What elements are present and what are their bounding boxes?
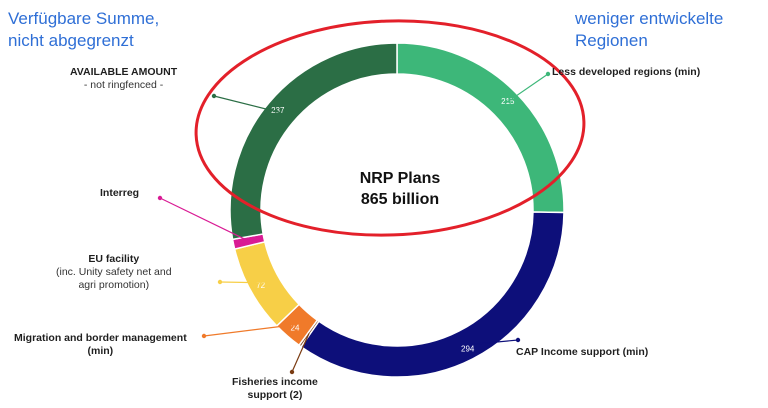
leader-line-5 bbox=[159, 197, 249, 242]
leader-dot-4 bbox=[217, 279, 223, 285]
leader-line-0 bbox=[504, 73, 549, 105]
slice-value-label-4: 72 bbox=[256, 281, 265, 290]
slice-value-label-6: 237 bbox=[271, 106, 285, 115]
leader-line-2 bbox=[291, 333, 310, 373]
highlight-ellipse bbox=[194, 19, 586, 237]
annotation-top-left: Verfügbare Summe, nicht abgegrenzt bbox=[8, 8, 159, 52]
label-eu-facility: EU facility (inc. Unity safety net and a… bbox=[56, 253, 172, 292]
leader-line-3 bbox=[203, 323, 298, 337]
leader-dot-3 bbox=[201, 333, 207, 339]
label-cap: CAP Income support (min) bbox=[516, 346, 648, 359]
annotation-top-right: weniger entwickelte Regionen bbox=[575, 8, 723, 52]
label-available-line1: AVAILABLE AMOUNT bbox=[70, 66, 178, 78]
leader-line-4 bbox=[219, 281, 265, 284]
slice-value-label-3: 24 bbox=[291, 323, 300, 332]
leader-line-6 bbox=[213, 95, 281, 114]
label-interreg: Interreg bbox=[100, 187, 139, 200]
label-fisheries: Fisheries income support (2) bbox=[232, 376, 318, 402]
leader-dot-1 bbox=[515, 337, 521, 343]
label-less-developed-line1: Less developed regions (min) bbox=[552, 66, 701, 78]
donut-slice-4 bbox=[233, 240, 301, 327]
label-available-line2: - not ringfenced - bbox=[83, 79, 164, 91]
label-fisheries-line1: Fisheries income bbox=[232, 376, 318, 388]
label-migration-line1: Migration and border management bbox=[14, 332, 187, 344]
annotation-top-left-line1: Verfügbare Summe, bbox=[8, 9, 160, 28]
donut-slice-6 bbox=[229, 42, 398, 241]
leader-dot-0 bbox=[545, 71, 551, 77]
label-migration-line2: (min) bbox=[87, 345, 114, 357]
leader-dot-6 bbox=[211, 93, 217, 99]
center-title-line1: NRP Plans bbox=[359, 170, 441, 187]
center-title: NRP Plans 865 billion bbox=[300, 168, 500, 210]
annotation-top-right-line1: weniger entwickelte bbox=[575, 9, 724, 28]
label-available-amount: AVAILABLE AMOUNT - not ringfenced - bbox=[70, 66, 177, 92]
label-migration: Migration and border management (min) bbox=[14, 332, 187, 358]
annotation-top-right-line2: Regionen bbox=[575, 31, 648, 50]
label-interreg-line1: Interreg bbox=[100, 187, 140, 199]
label-fisheries-line2: support (2) bbox=[247, 389, 303, 401]
annotation-top-left-line2: nicht abgegrenzt bbox=[8, 31, 134, 50]
leader-line-1 bbox=[465, 339, 519, 346]
slice-value-label-1: 294 bbox=[461, 344, 475, 353]
label-eu-facility-line3: agri promotion) bbox=[78, 279, 150, 291]
leader-dot-2 bbox=[289, 369, 295, 375]
label-eu-facility-line2: (inc. Unity safety net and bbox=[56, 266, 172, 278]
label-cap-line1: CAP Income support (min) bbox=[516, 346, 649, 358]
leader-dot-5 bbox=[157, 195, 163, 201]
center-title-line2: 865 billion bbox=[360, 191, 440, 208]
label-less-developed: Less developed regions (min) bbox=[552, 66, 700, 79]
label-eu-facility-line1: EU facility bbox=[88, 253, 140, 265]
